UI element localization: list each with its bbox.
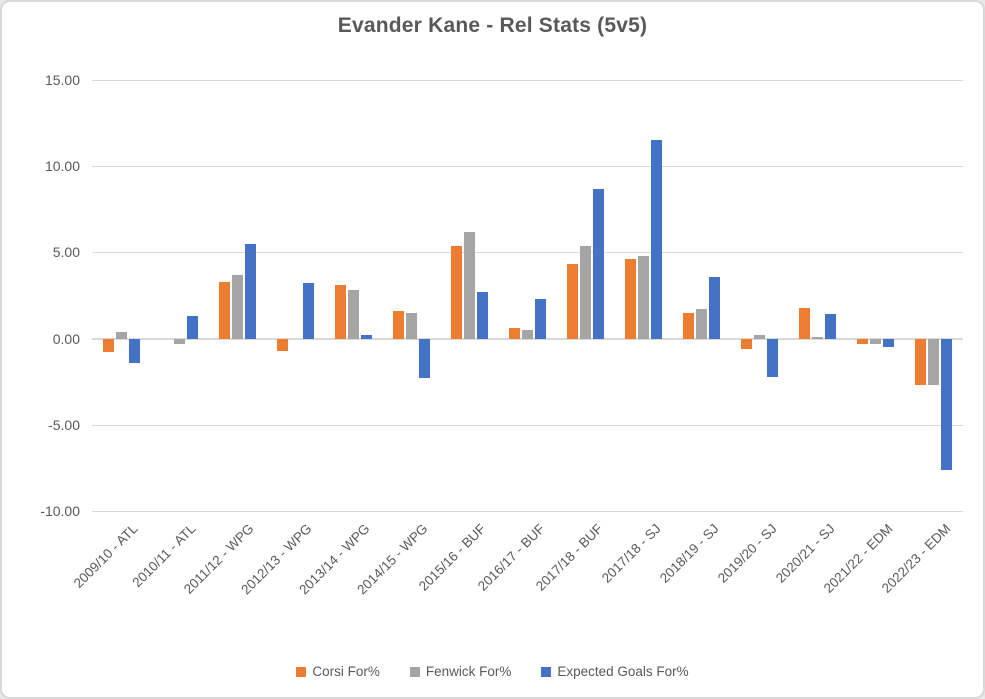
bar-corsi-for <box>392 311 404 339</box>
bar-fenwick-for <box>115 331 127 339</box>
bar-fenwick-for <box>928 338 940 386</box>
bar-fenwick-for <box>580 245 592 339</box>
legend-item: Fenwick For% <box>409 664 512 679</box>
y-tick-label: -10.00 <box>40 503 80 519</box>
bar-fenwick-for <box>522 329 533 339</box>
bar-expected-goals-for <box>767 338 779 377</box>
gridline <box>92 511 963 512</box>
bar-corsi-for <box>683 312 695 339</box>
plot-area <box>92 80 963 512</box>
legend-label: Corsi For% <box>312 664 380 679</box>
y-tick-label: -5.00 <box>48 416 80 433</box>
bar-corsi-for <box>276 338 288 351</box>
bar-corsi-for <box>915 338 927 386</box>
chart-title: Evander Kane - Rel Stats (5v5) <box>337 14 648 37</box>
bar-expected-goals-for <box>360 335 372 339</box>
bar-fenwick-for <box>231 274 243 339</box>
bar-corsi-for <box>334 285 346 339</box>
bar-corsi-for <box>102 338 114 353</box>
bar-fenwick-for <box>870 338 882 344</box>
bar-fenwick-for <box>405 312 417 339</box>
x-category-label: 2019/20 - SJ <box>714 521 780 586</box>
gridline <box>92 80 963 81</box>
bar-expected-goals-for <box>128 338 140 363</box>
y-tick-label: 0.00 <box>52 330 80 347</box>
bar-fenwick-for <box>173 338 185 344</box>
bar-fenwick-for <box>696 309 708 339</box>
bar-expected-goals-for <box>418 338 430 379</box>
bar-fenwick-for <box>347 290 359 339</box>
x-category-label: 2017/18 - SJ <box>598 521 664 586</box>
y-tick-label: 5.00 <box>52 244 80 261</box>
legend-item: Expected Goals For% <box>541 664 689 679</box>
bar-corsi-for <box>625 259 637 339</box>
bar-expected-goals-for <box>535 298 546 339</box>
y-tick-label: 15.00 <box>44 72 80 88</box>
bar-corsi-for <box>799 307 811 339</box>
zero-axis-line <box>92 337 963 340</box>
bar-fenwick-for <box>754 335 766 339</box>
bar-expected-goals-for <box>593 188 605 339</box>
x-category-label: 2020/21 - SJ <box>772 521 838 586</box>
bar-fenwick-for <box>638 255 650 339</box>
bar-expected-goals-for <box>941 338 953 470</box>
bar-expected-goals-for <box>709 276 721 339</box>
legend-label: Expected Goals For% <box>557 664 689 679</box>
legend-label: Fenwick For% <box>425 664 512 679</box>
bar-corsi-for <box>509 328 520 339</box>
bar-fenwick-for <box>812 336 824 339</box>
gridline <box>92 424 963 426</box>
bar-expected-goals-for <box>476 292 488 339</box>
bar-corsi-for <box>857 338 869 344</box>
bar-corsi-for <box>567 264 579 339</box>
legend-item: Corsi For% <box>296 664 380 679</box>
bar-expected-goals-for <box>651 140 663 339</box>
bar-corsi-for <box>741 338 753 349</box>
x-category-label: 2018/19 - SJ <box>656 521 722 586</box>
bar-expected-goals-for <box>186 316 198 339</box>
legend-swatch <box>541 666 552 677</box>
bar-fenwick-for <box>463 231 475 339</box>
legend: Corsi For% Fenwick For% Expected Goals For… <box>2 664 983 679</box>
bar-corsi-for <box>450 245 462 339</box>
gridline <box>92 252 963 254</box>
bar-expected-goals-for <box>302 283 314 339</box>
gridline <box>92 166 963 168</box>
y-tick-label: 10.00 <box>44 158 80 175</box>
bar-expected-goals-for <box>244 243 256 339</box>
legend-swatch <box>296 666 307 677</box>
bar-expected-goals-for <box>883 338 895 348</box>
legend-swatch <box>409 666 420 677</box>
bar-expected-goals-for <box>825 314 837 339</box>
bar-corsi-for <box>218 281 230 339</box>
